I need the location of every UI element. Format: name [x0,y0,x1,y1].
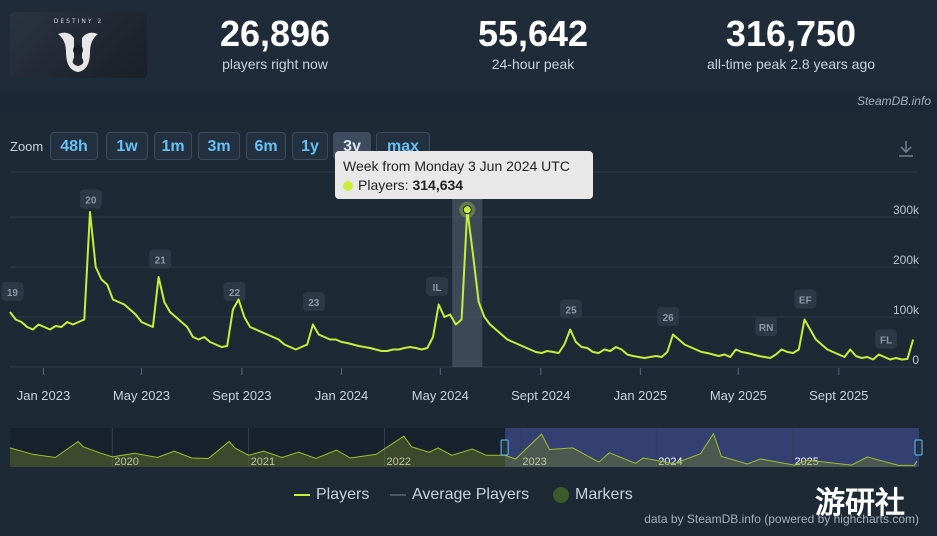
stat-label: 24-hour peak [491,56,575,72]
hover-point [462,205,472,215]
legend-markers[interactable]: Markers [553,486,633,504]
zoom-label: Zoom [10,139,44,154]
y-tick-label: 300k [893,203,920,217]
marker-label: 21 [155,256,167,267]
download-icon[interactable] [895,138,917,160]
x-tick-label: Sept 2024 [511,388,570,403]
stat-24h-peak: 55,642 24-hour peak [413,13,653,73]
navigator-line [9,432,918,466]
highcharts-credit[interactable]: data by SteamDB.info (powered by highcha… [644,512,919,526]
marker-badge [794,289,817,309]
players-series [9,201,915,361]
stat-value: 26,896 [219,13,331,54]
marker-badge [657,307,680,326]
tooltip-value: 314,634 [412,177,464,193]
navigator-year-label: 2024 [658,456,682,468]
game-logo: DESTINY 2 [10,12,147,78]
marker-badge [559,299,582,319]
marker-badge [426,277,449,296]
x-tick-label: Sept 2025 [809,388,868,403]
marker-badge [223,282,246,301]
marker-label: 25 [565,306,577,317]
stat-all-time-peak: 316,750 all-time peak 2.8 years ago [671,13,911,73]
legend-players-label: Players [316,486,370,503]
navigator[interactable]: 2020 2021 2022 2023 2024 2025 [9,428,923,468]
stat-current-players: 26,896 players right now [155,13,395,73]
navigator-selected-range [505,428,919,467]
legend-markers-label: Markers [575,486,633,503]
players-line-icon [294,493,310,496]
x-tick-label: Jan 2023 [17,388,71,403]
series-dot-icon [343,181,353,191]
zoom-48h-button[interactable]: 48h [50,132,98,160]
navigator-area [10,433,917,467]
navigator-year-label: 2025 [794,456,818,468]
navigator-right-handle [914,439,923,456]
x-tick-label: Jan 2025 [614,388,668,403]
marker-label: 20 [85,196,97,207]
marker-label: 19 [7,288,19,299]
y-tick-label: 100k [893,303,920,317]
x-tick-label: Sept 2023 [212,388,271,403]
marker-badge [875,329,898,349]
x-tick-label: May 2024 [412,388,469,403]
marker-label: RN [759,323,773,334]
tooltip-series-label: Players: [358,177,409,193]
navigator-left-handle [500,439,509,456]
zoom-1m-button[interactable]: 1m [154,132,192,160]
steamdb-credit[interactable]: SteamDB.info [856,94,931,108]
legend-average-label: Average Players [412,486,530,503]
marker-badge [755,317,778,336]
marker-label: 22 [229,288,241,299]
navigator-year-label: 2021 [251,456,275,468]
marker-label: IL [433,283,442,294]
marker-badge [1,282,24,301]
x-tick-label: May 2023 [113,388,170,403]
marker-badge [79,189,102,209]
highlight-band [452,172,483,367]
zoom-6m-button[interactable]: 6m [246,132,286,160]
marker-label: FL [880,336,892,347]
y-tick-label: 0 [912,353,919,367]
chart-markers: 19 20 21 22 23 IL 25 26 RN EF FL [1,189,898,349]
zoom-1y-button[interactable]: 1y [292,132,328,160]
logo-text: DESTINY 2 [53,18,104,25]
stats-header: DESTINY 2 26,896 players right now 55,64… [0,0,937,92]
watermark: 游研社 [815,486,905,521]
hover-highlight-band [452,172,483,367]
average-line-icon [390,493,406,496]
y-axis-ticks: 0 100k 200k 300k [893,203,920,367]
x-tick-label: May 2025 [710,388,767,403]
navigator-year-label: 2020 [114,456,138,468]
legend-average[interactable]: Average Players [390,486,529,504]
tooltip-row: Players: 314,634 [343,175,585,195]
stat-label: all-time peak 2.8 years ago [706,56,876,72]
destiny-emblem-icon [58,32,98,72]
marker-label: 23 [308,298,320,309]
players-line [9,208,915,361]
marker-label: 26 [663,313,675,324]
legend-players[interactable]: Players [294,486,369,504]
stat-value: 316,750 [725,13,857,54]
stat-label: players right now [222,56,328,72]
zoom-3m-button[interactable]: 3m [198,132,240,160]
chart-legend: Players Average Players Markers [0,486,937,508]
marker-label: EF [799,296,812,307]
y-tick-label: 200k [893,253,920,267]
marker-badge [302,292,325,311]
marker-badge [149,249,172,269]
navigator-year-label: 2023 [522,456,546,468]
x-axis-ticks: Jan 2023 May 2023 Sept 2023 Jan 2024 May 202… [17,368,868,403]
x-tick-label: Jan 2024 [315,388,369,403]
navigator-year-label: 2022 [386,456,410,468]
markers-dot-icon [553,486,569,503]
stat-value: 55,642 [477,13,589,54]
chart-tooltip: Week from Monday 3 Jun 2024 UTC Players:… [335,151,593,199]
tooltip-title: Week from Monday 3 Jun 2024 UTC [343,158,570,174]
zoom-1w-button[interactable]: 1w [106,132,148,160]
